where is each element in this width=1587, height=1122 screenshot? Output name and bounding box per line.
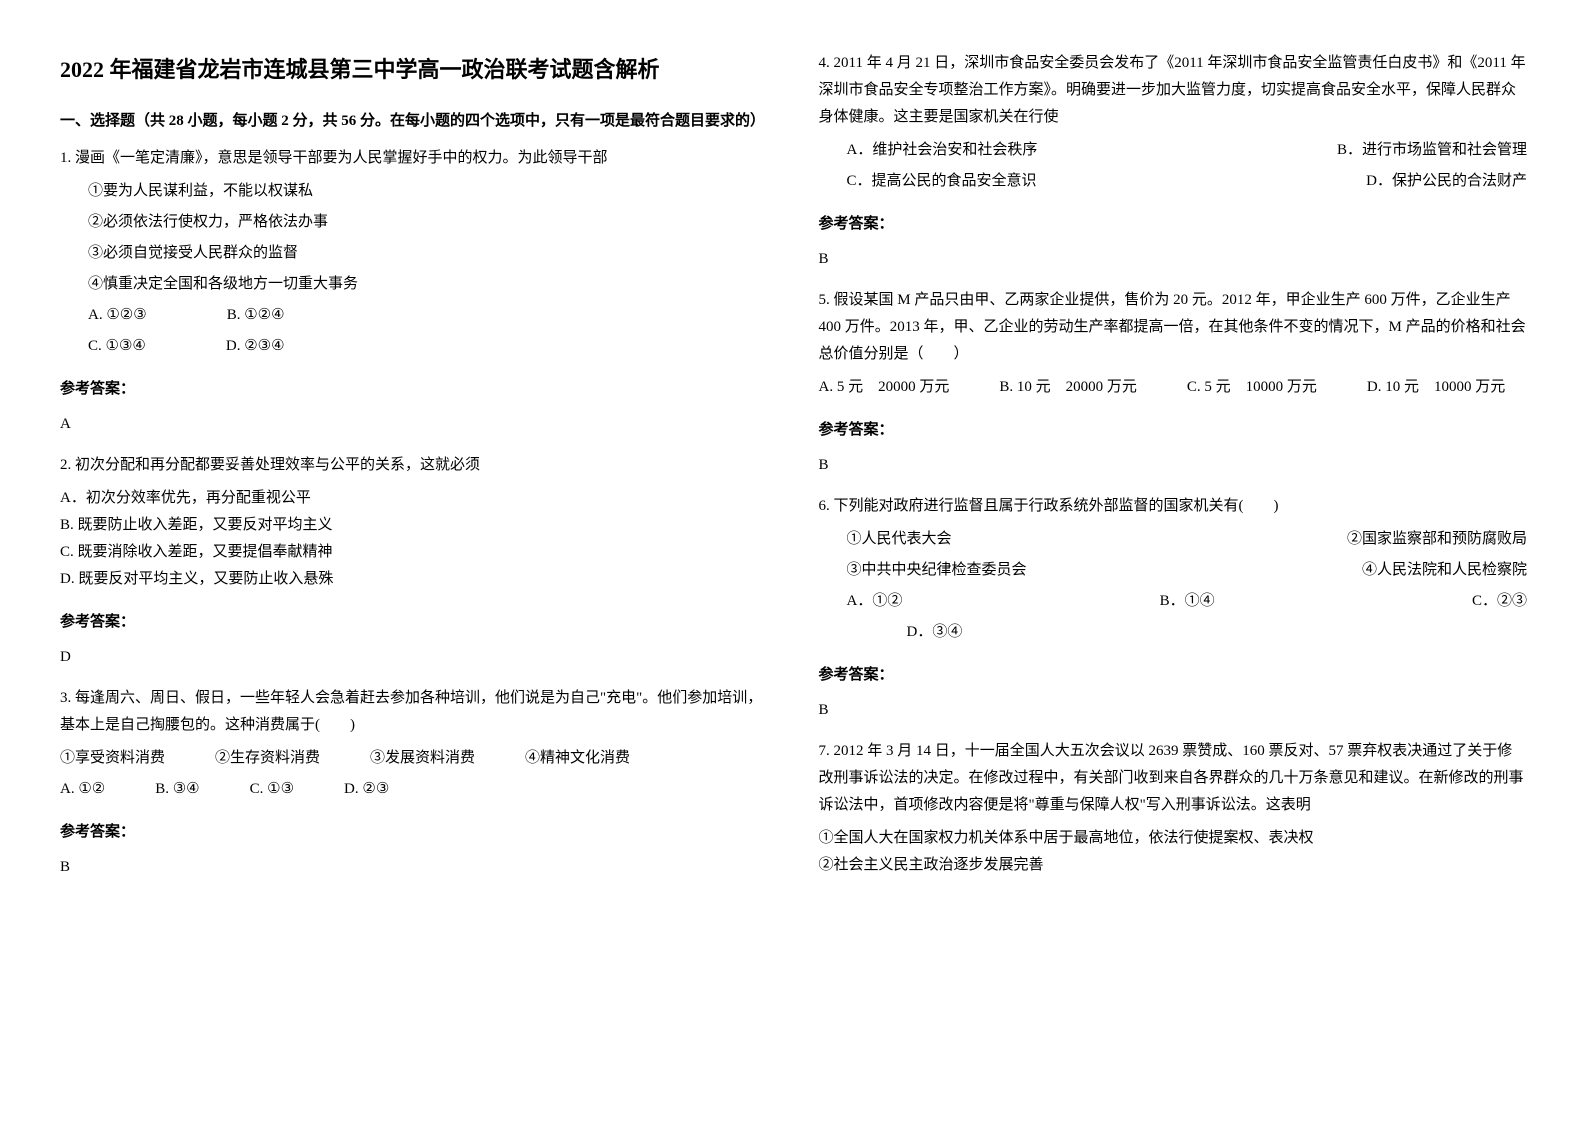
q6-answer: B bbox=[819, 697, 1528, 724]
q5-option-d: D. 10 元 10000 万元 bbox=[1367, 374, 1505, 401]
q4-option-d: D．保护公民的合法财产 bbox=[1366, 168, 1527, 195]
exam-title: 2022 年福建省龙岩市连城县第三中学高一政治联考试题含解析 bbox=[60, 50, 769, 90]
q5-options: A. 5 元 20000 万元 B. 10 元 20000 万元 C. 5 元 … bbox=[819, 374, 1528, 401]
question-3: 3. 每逢周六、周日、假日，一些年轻人会急着赶去参加各种培训，他们说是为自己"充… bbox=[60, 685, 769, 803]
q6-items-row2: ③中共中央纪律检查委员会 ④人民法院和人民检察院 bbox=[819, 557, 1528, 584]
q3-item-4: ④精神文化消费 bbox=[525, 745, 630, 772]
q5-answer-label: 参考答案： bbox=[819, 417, 1528, 444]
q3-option-b: B. ③④ bbox=[155, 776, 199, 803]
q1-option-a: A. ①②③ bbox=[88, 302, 147, 329]
q6-items-row1: ①人民代表大会 ②国家监察部和预防腐败局 bbox=[819, 526, 1528, 553]
q6-option-c: C．②③ bbox=[1472, 588, 1527, 615]
q6-item-2: ②国家监察部和预防腐败局 bbox=[1347, 526, 1527, 553]
question-1: 1. 漫画《一笔定清廉》，意思是领导干部要为人民掌握好手中的权力。为此领导干部 … bbox=[60, 145, 769, 360]
q1-item-2: ②必须依法行使权力，严格依法办事 bbox=[60, 209, 769, 236]
q1-options-row1: A. ①②③ B. ①②④ bbox=[60, 302, 769, 329]
question-5: 5. 假设某国 M 产品只由甲、乙两家企业提供，售价为 20 元。2012 年，… bbox=[819, 287, 1528, 401]
q4-answer: B bbox=[819, 246, 1528, 273]
q5-text: 5. 假设某国 M 产品只由甲、乙两家企业提供，售价为 20 元。2012 年，… bbox=[819, 287, 1528, 368]
q4-text: 4. 2011 年 4 月 21 日，深圳市食品安全委员会发布了《2011 年深… bbox=[819, 50, 1528, 131]
q1-options-row2: C. ①③④ D. ②③④ bbox=[60, 333, 769, 360]
right-column: 4. 2011 年 4 月 21 日，深圳市食品安全委员会发布了《2011 年深… bbox=[819, 50, 1528, 895]
q2-option-b: B. 既要防止收入差距，又要反对平均主义 bbox=[60, 512, 769, 539]
question-2: 2. 初次分配和再分配都要妥善处理效率与公平的关系，这就必须 A．初次分效率优先… bbox=[60, 452, 769, 593]
q5-option-c: C. 5 元 10000 万元 bbox=[1187, 374, 1317, 401]
q3-option-d: D. ②③ bbox=[344, 776, 389, 803]
section-header: 一、选择题（共 28 小题，每小题 2 分，共 56 分。在每小题的四个选项中，… bbox=[60, 108, 769, 135]
q2-text: 2. 初次分配和再分配都要妥善处理效率与公平的关系，这就必须 bbox=[60, 452, 769, 479]
q2-answer-label: 参考答案： bbox=[60, 609, 769, 636]
q4-option-b: B．进行市场监管和社会管理 bbox=[1337, 137, 1527, 164]
q4-options-row2: C．提高公民的食品安全意识 D．保护公民的合法财产 bbox=[819, 168, 1528, 195]
q6-option-d: D．③④ bbox=[907, 624, 963, 640]
q1-option-b: B. ①②④ bbox=[227, 302, 285, 329]
q6-option-a: A．①② bbox=[847, 588, 903, 615]
q6-options-row2: D．③④ bbox=[819, 619, 1528, 646]
q4-answer-label: 参考答案： bbox=[819, 211, 1528, 238]
q7-text: 7. 2012 年 3 月 14 日，十一届全国人大五次会议以 2639 票赞成… bbox=[819, 738, 1528, 819]
q6-options-row1: A．①② B．①④ C．②③ bbox=[819, 588, 1528, 615]
q3-text: 3. 每逢周六、周日、假日，一些年轻人会急着赶去参加各种培训，他们说是为自己"充… bbox=[60, 685, 769, 739]
q1-option-d: D. ②③④ bbox=[226, 333, 285, 360]
left-column: 2022 年福建省龙岩市连城县第三中学高一政治联考试题含解析 一、选择题（共 2… bbox=[60, 50, 769, 895]
q3-item-1: ①享受资料消费 bbox=[60, 745, 165, 772]
q7-item-1: ①全国人大在国家权力机关体系中居于最高地位，依法行使提案权、表决权 bbox=[819, 825, 1528, 852]
q1-text: 1. 漫画《一笔定清廉》，意思是领导干部要为人民掌握好手中的权力。为此领导干部 bbox=[60, 145, 769, 172]
q5-answer: B bbox=[819, 452, 1528, 479]
q1-answer-label: 参考答案： bbox=[60, 376, 769, 403]
q6-option-b: B．①④ bbox=[1160, 588, 1215, 615]
q3-option-a: A. ①② bbox=[60, 776, 105, 803]
page-container: 2022 年福建省龙岩市连城县第三中学高一政治联考试题含解析 一、选择题（共 2… bbox=[60, 50, 1527, 895]
q1-answer: A bbox=[60, 411, 769, 438]
q7-item-2: ②社会主义民主政治逐步发展完善 bbox=[819, 852, 1528, 879]
q4-option-a: A．维护社会治安和社会秩序 bbox=[847, 137, 1038, 164]
q3-item-3: ③发展资料消费 bbox=[370, 745, 475, 772]
q1-item-1: ①要为人民谋利益，不能以权谋私 bbox=[60, 178, 769, 205]
q5-option-b: B. 10 元 20000 万元 bbox=[999, 374, 1137, 401]
question-4: 4. 2011 年 4 月 21 日，深圳市食品安全委员会发布了《2011 年深… bbox=[819, 50, 1528, 195]
q6-item-3: ③中共中央纪律检查委员会 bbox=[847, 557, 1027, 584]
q1-item-4: ④慎重决定全国和各级地方一切重大事务 bbox=[60, 271, 769, 298]
question-6: 6. 下列能对政府进行监督且属于行政系统外部监督的国家机关有( ) ①人民代表大… bbox=[819, 493, 1528, 646]
q2-option-c: C. 既要消除收入差距，又要提倡奉献精神 bbox=[60, 539, 769, 566]
q3-option-c: C. ①③ bbox=[250, 776, 294, 803]
q3-options: A. ①② B. ③④ C. ①③ D. ②③ bbox=[60, 776, 769, 803]
q4-option-c: C．提高公民的食品安全意识 bbox=[847, 168, 1037, 195]
q6-text: 6. 下列能对政府进行监督且属于行政系统外部监督的国家机关有( ) bbox=[819, 493, 1528, 520]
q5-option-a: A. 5 元 20000 万元 bbox=[819, 374, 950, 401]
q2-answer: D bbox=[60, 644, 769, 671]
q3-answer: B bbox=[60, 854, 769, 881]
q2-option-a: A．初次分效率优先，再分配重视公平 bbox=[60, 485, 769, 512]
q1-item-3: ③必须自觉接受人民群众的监督 bbox=[60, 240, 769, 267]
q3-answer-label: 参考答案： bbox=[60, 819, 769, 846]
q6-item-1: ①人民代表大会 bbox=[847, 526, 952, 553]
q6-answer-label: 参考答案： bbox=[819, 662, 1528, 689]
q6-item-4: ④人民法院和人民检察院 bbox=[1362, 557, 1527, 584]
q2-option-d: D. 既要反对平均主义，又要防止收入悬殊 bbox=[60, 566, 769, 593]
q1-option-c: C. ①③④ bbox=[88, 333, 146, 360]
question-7: 7. 2012 年 3 月 14 日，十一届全国人大五次会议以 2639 票赞成… bbox=[819, 738, 1528, 879]
q3-item-2: ②生存资料消费 bbox=[215, 745, 320, 772]
q4-options-row1: A．维护社会治安和社会秩序 B．进行市场监管和社会管理 bbox=[819, 137, 1528, 164]
q3-items: ①享受资料消费 ②生存资料消费 ③发展资料消费 ④精神文化消费 bbox=[60, 745, 769, 772]
